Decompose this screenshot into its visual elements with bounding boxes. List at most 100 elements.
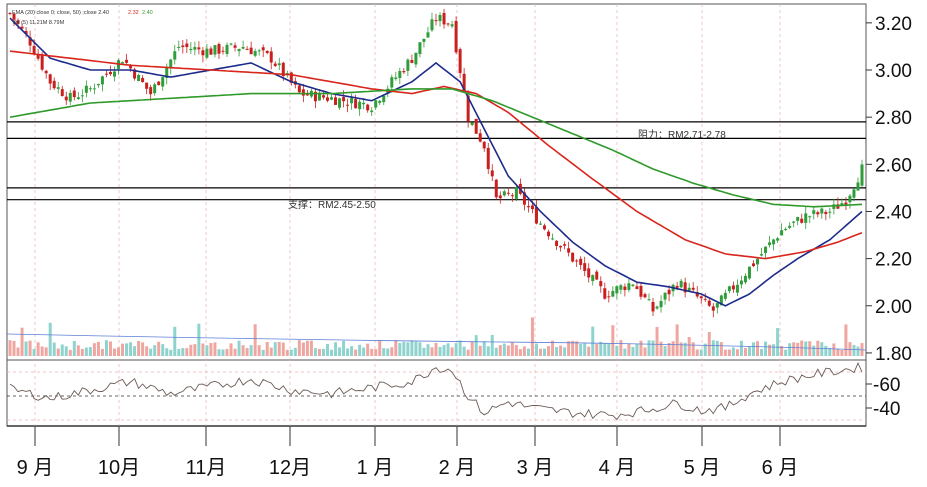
volume-bar-39 xyxy=(165,348,169,356)
volume-bar-50 xyxy=(209,342,213,356)
volume-bar-168 xyxy=(683,342,687,356)
volume-bar-128 xyxy=(522,346,526,356)
volume-bar-111 xyxy=(454,343,458,356)
candle-body-195 xyxy=(792,221,796,223)
volume-bar-122 xyxy=(498,345,502,356)
volume-bar-54 xyxy=(225,348,229,356)
candle-body-36 xyxy=(153,84,157,94)
candle-body-189 xyxy=(768,242,772,246)
candle-body-72 xyxy=(297,85,301,93)
volume-bar-179 xyxy=(727,349,731,356)
volume-bar-86 xyxy=(354,349,358,356)
candle-body-175 xyxy=(711,306,715,311)
candle-body-140 xyxy=(571,252,575,262)
volume-bar-98 xyxy=(402,341,406,356)
price-tick-label-7: 1.80 xyxy=(875,344,912,365)
candle-body-77 xyxy=(317,92,321,101)
rsi-line xyxy=(9,361,863,421)
candle-body-120 xyxy=(490,170,494,177)
candle-body-18 xyxy=(80,95,84,97)
candle-body-52 xyxy=(217,44,221,54)
candle-body-90 xyxy=(370,110,374,113)
candle-body-116 xyxy=(474,118,478,134)
candles xyxy=(8,8,864,318)
candle-body-32 xyxy=(137,75,141,82)
volume-bar-203 xyxy=(824,345,828,356)
candle-body-114 xyxy=(466,95,470,122)
volume-bar-44 xyxy=(185,348,189,356)
volume-bar-15 xyxy=(68,349,72,356)
candle-body-144 xyxy=(587,268,591,278)
volume-bar-103 xyxy=(422,347,426,356)
candle-body-15 xyxy=(68,92,72,102)
volume-bar-162 xyxy=(659,341,663,356)
candle-body-68 xyxy=(281,62,285,77)
candle-body-42 xyxy=(177,46,181,48)
candle-body-105 xyxy=(430,19,434,31)
candle-body-34 xyxy=(145,82,149,89)
volume-average-line xyxy=(6,333,867,351)
candle-body-49 xyxy=(205,48,209,58)
volume-bar-31 xyxy=(133,346,137,356)
candle-body-104 xyxy=(426,32,430,38)
candle-body-6 xyxy=(32,45,36,55)
legend-ema-text: EMA (20) close 0; close, 50) ;close 2.40 xyxy=(12,10,109,16)
candle-body-143 xyxy=(583,263,587,271)
candle-body-2 xyxy=(16,20,20,24)
month-label-8: 5 月 xyxy=(684,457,721,479)
candle-body-70 xyxy=(289,72,293,83)
volume-bar-12 xyxy=(56,348,60,356)
volume-bar-180 xyxy=(731,347,735,356)
volume-bar-65 xyxy=(269,347,273,356)
candle-body-128 xyxy=(522,192,526,205)
volume-bar-104 xyxy=(426,344,430,356)
volume-bar-38 xyxy=(161,344,165,356)
volume-bar-14 xyxy=(64,346,68,356)
candle-body-203 xyxy=(824,211,828,215)
candle-body-59 xyxy=(245,48,249,50)
candle-body-156 xyxy=(635,286,639,290)
volume-bar-195 xyxy=(792,342,796,356)
volume-bar-40 xyxy=(169,349,173,356)
volume-bar-127 xyxy=(518,349,522,356)
candle-body-14 xyxy=(64,96,68,101)
volume-bar-17 xyxy=(76,345,80,356)
volume-bar-115 xyxy=(470,341,474,356)
volume-bar-166 xyxy=(675,324,679,356)
volume-bar-130 xyxy=(530,317,534,356)
candle-body-79 xyxy=(325,97,329,101)
volume-bar-61 xyxy=(253,324,257,356)
volume-bar-125 xyxy=(510,341,514,356)
candle-body-162 xyxy=(659,300,663,308)
volume-bar-53 xyxy=(221,349,225,356)
candle-body-208 xyxy=(844,202,848,206)
volume-bar-200 xyxy=(812,345,816,356)
volume-bar-10 xyxy=(48,322,52,356)
volume-bar-84 xyxy=(346,348,350,356)
volume-bar-76 xyxy=(313,348,317,356)
candle-body-7 xyxy=(36,53,40,59)
candle-body-137 xyxy=(559,245,563,248)
candle-body-100 xyxy=(410,59,414,63)
candle-body-209 xyxy=(848,195,852,203)
candle-body-135 xyxy=(551,238,555,240)
volume-bar-151 xyxy=(615,345,619,356)
volume-bar-77 xyxy=(317,348,321,356)
candle-body-182 xyxy=(739,280,743,285)
volume-bar-106 xyxy=(434,342,438,356)
volume-bar-160 xyxy=(651,340,655,356)
volume-bar-28 xyxy=(121,343,125,356)
volume-bar-110 xyxy=(450,347,454,356)
month-label-4: 1 月 xyxy=(357,457,394,479)
volume-bar-25 xyxy=(108,341,112,356)
candle-body-54 xyxy=(225,44,229,54)
candle-body-181 xyxy=(735,284,739,293)
volume-bar-80 xyxy=(330,349,334,356)
candle-body-101 xyxy=(414,52,418,65)
volume-bar-41 xyxy=(173,326,177,356)
volume-bar-139 xyxy=(567,341,571,356)
candle-body-86 xyxy=(354,99,358,109)
candle-body-186 xyxy=(756,258,760,265)
candle-body-21 xyxy=(92,88,96,90)
month-label-6: 3 月 xyxy=(517,457,554,479)
